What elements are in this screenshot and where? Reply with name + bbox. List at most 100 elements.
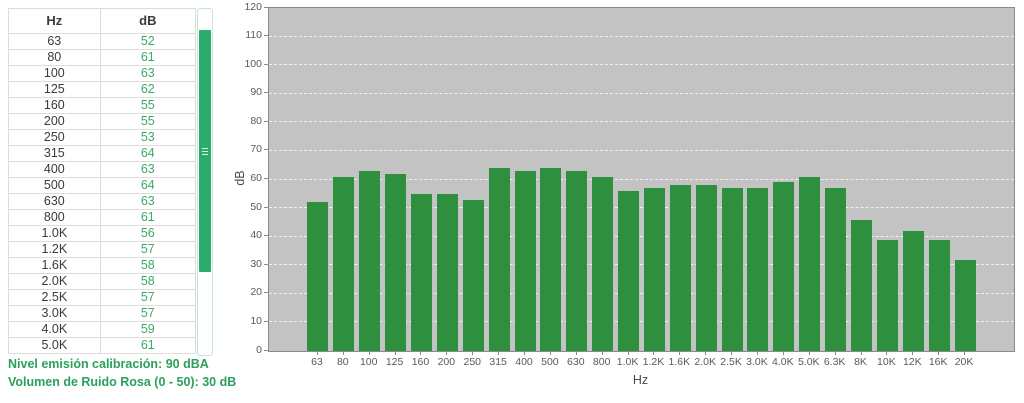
hz-cell: 500 <box>8 177 101 194</box>
x-tick-mark <box>368 352 370 355</box>
table-row: 1.2K 57 <box>8 241 197 258</box>
x-tick-label: 12K <box>902 356 922 368</box>
x-tick-label: 3.0K <box>746 356 768 368</box>
x-tick-mark <box>860 352 862 355</box>
x-tick-label: 6.3K <box>823 356 846 368</box>
bar-160 <box>410 193 432 351</box>
table-row: 3.0K 57 <box>8 305 197 322</box>
x-tick-mark <box>342 352 344 355</box>
bar-2.5K <box>721 188 743 351</box>
bar-1.2K <box>643 188 665 351</box>
scrollbar-grip-icon <box>202 147 208 155</box>
table-row: 80 61 <box>8 49 197 66</box>
gridline <box>269 264 1014 266</box>
db-cell: 63 <box>99 193 197 210</box>
x-tick-mark <box>964 352 966 355</box>
table-row: 4.0K 59 <box>8 321 197 338</box>
bar-63 <box>307 202 329 351</box>
chart-plot-area <box>268 7 1015 352</box>
table-row: 500 64 <box>8 177 197 194</box>
y-tick-label: 100 <box>244 57 262 70</box>
db-cell: 62 <box>99 81 197 98</box>
x-tick-mark <box>627 352 629 355</box>
db-cell: 55 <box>99 113 197 130</box>
x-tick-label: 20K <box>954 356 974 368</box>
table-header: Hz dB <box>8 8 197 34</box>
bar-400 <box>514 170 536 351</box>
bar-16K <box>928 239 950 351</box>
hz-cell: 800 <box>8 209 101 226</box>
x-tick-label: 630 <box>567 356 585 368</box>
x-tick-mark <box>601 352 603 355</box>
hz-cell: 250 <box>8 129 101 146</box>
x-tick-mark <box>705 352 707 355</box>
gridline <box>269 207 1014 209</box>
y-tick-label: 110 <box>245 29 262 42</box>
x-tick-mark <box>808 352 810 355</box>
hz-cell: 80 <box>8 49 101 66</box>
y-tick-label: 30 <box>250 257 262 270</box>
x-tick-mark <box>524 352 526 355</box>
bar-20K <box>954 259 976 351</box>
bar-800 <box>592 176 614 351</box>
db-cell: 57 <box>99 241 197 258</box>
table-row: 400 63 <box>8 161 197 178</box>
table-scrollbar-track[interactable] <box>197 8 213 356</box>
x-tick-label: 125 <box>385 356 404 368</box>
x-tick-label: 2.5K <box>720 356 742 368</box>
hz-cell: 4.0K <box>8 321 101 338</box>
y-tick-label: 80 <box>250 114 262 127</box>
y-tick-mark <box>264 6 268 8</box>
bar-3.0K <box>747 188 769 351</box>
frequency-level-table[interactable]: Hz dB 63 52 80 61 100 63 125 62 160 55 200 55 250 53 3… <box>8 8 197 354</box>
column-header-hz: Hz <box>8 8 101 34</box>
x-tick-label: 1.0K <box>616 356 639 368</box>
gridline <box>269 321 1014 323</box>
x-tick-mark <box>756 352 758 355</box>
table-row: 630 63 <box>8 193 197 210</box>
gridline <box>269 292 1014 294</box>
spectrum-bar-chart: Hz dB 0 10 20 30 40 50 60 70 80 90 100 110 120 63 80 10… <box>218 0 1024 403</box>
y-tick-mark <box>264 235 268 237</box>
x-tick-label: 63 <box>311 356 323 368</box>
table-row: 5.0K 61 <box>8 337 197 354</box>
table-scrollbar-thumb[interactable] <box>199 30 211 272</box>
hz-cell: 630 <box>8 193 101 210</box>
table-row: 63 52 <box>8 33 197 50</box>
db-cell: 63 <box>99 161 197 178</box>
x-tick-label: 5.0K <box>797 356 820 368</box>
hz-cell: 1.6K <box>8 257 101 274</box>
x-tick-mark <box>472 352 474 355</box>
gridline <box>269 178 1014 180</box>
y-tick-label: 20 <box>250 286 262 299</box>
y-tick-label: 90 <box>250 86 262 99</box>
x-tick-label: 16K <box>928 356 948 368</box>
x-tick-mark <box>912 352 914 355</box>
x-tick-mark <box>446 352 448 355</box>
bar-200 <box>436 193 458 351</box>
x-tick-label: 100 <box>359 356 378 368</box>
bar-2.0K <box>695 185 717 351</box>
bar-250 <box>462 199 484 351</box>
x-tick-mark <box>394 352 396 355</box>
hz-cell: 315 <box>8 145 101 162</box>
bar-12K <box>902 230 924 351</box>
hz-cell: 125 <box>8 81 101 98</box>
y-tick-label: 10 <box>250 314 262 327</box>
x-tick-label: 2.0K <box>694 356 716 368</box>
hz-cell: 100 <box>8 65 101 82</box>
bar-80 <box>333 176 355 351</box>
x-tick-mark <box>886 352 888 355</box>
table-row: 1.6K 58 <box>8 257 197 274</box>
db-cell: 61 <box>99 337 197 354</box>
table-body: 63 52 80 61 100 63 125 62 160 55 200 55 250 53 315 64 40… <box>8 33 197 354</box>
hz-cell: 63 <box>8 33 101 50</box>
db-cell: 57 <box>99 305 197 322</box>
db-cell: 61 <box>99 209 197 226</box>
table-row: 100 63 <box>8 65 197 82</box>
y-tick-label: 120 <box>244 0 262 13</box>
y-tick-mark <box>264 263 268 265</box>
hz-cell: 2.0K <box>8 273 101 290</box>
x-tick-label: 160 <box>411 356 430 368</box>
y-tick-label: 60 <box>250 172 262 184</box>
